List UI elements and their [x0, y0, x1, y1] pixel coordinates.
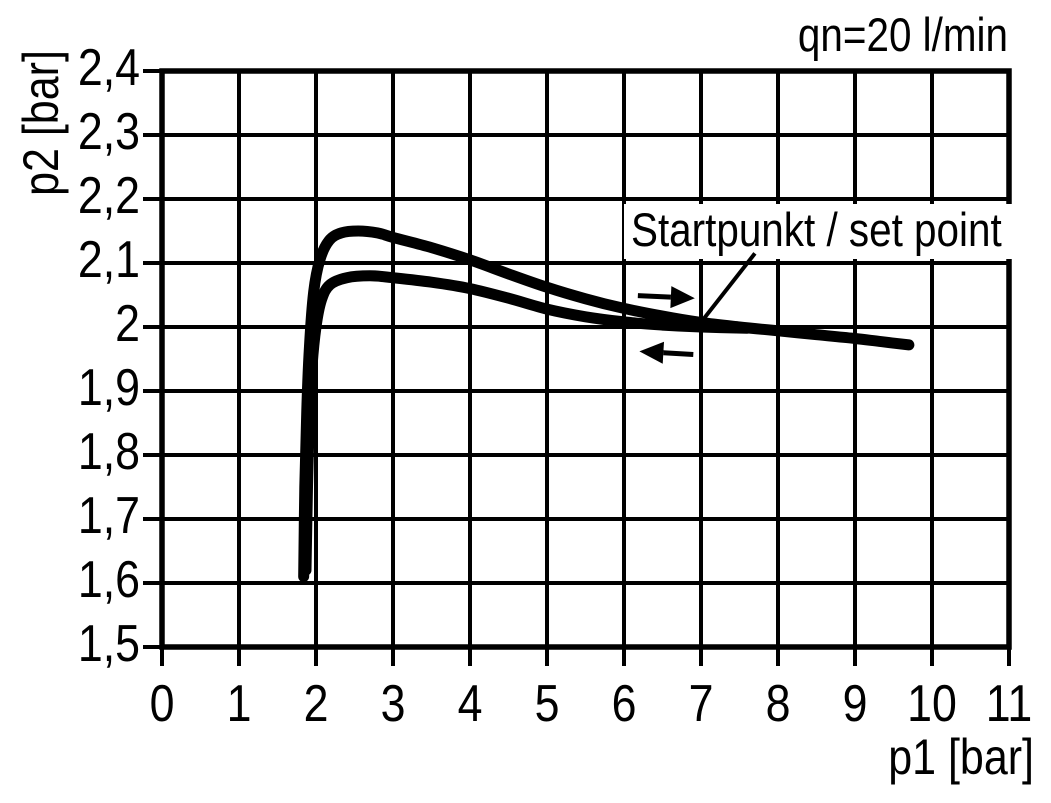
- curve-hysteresis_lower: [300, 270, 753, 576]
- y-tick-label: 1,9: [78, 359, 140, 417]
- annotations: [637, 252, 757, 364]
- flow-rate-annotation: qn=20 l/min: [798, 9, 1008, 62]
- tick-labels: 0 1 2 3 4 5 6 7 8 9 10 111,51,61,71,81,922,12,22,32…: [78, 39, 1032, 733]
- x-tick-label: 2: [304, 675, 329, 733]
- y-tick-label: 1,5: [78, 615, 140, 673]
- x-tick-label: 9: [843, 675, 868, 733]
- x-tick-label: 10: [907, 675, 957, 733]
- x-tick-label: 3: [381, 675, 406, 733]
- arrow-shaft-left: [663, 350, 694, 358]
- x-tick-label: 8: [766, 675, 791, 733]
- y-tick-label: 1,8: [78, 423, 140, 481]
- curves: [298, 225, 915, 583]
- arrow-head-left-icon: [639, 341, 665, 364]
- x-axis-title: p1 [bar]: [888, 729, 1034, 785]
- x-tick-label: 1: [227, 675, 252, 733]
- x-tick-label: 5: [535, 675, 560, 733]
- set-point-label: Startpunkt / set point: [631, 204, 1002, 257]
- x-tick-label: 4: [458, 675, 483, 733]
- curve-hysteresis_upper: [298, 225, 915, 583]
- x-tick-label: 7: [689, 675, 714, 733]
- arrow-shaft-right: [637, 293, 671, 300]
- arrow-head-right-icon: [670, 286, 695, 309]
- y-tick-label: 2,4: [78, 39, 140, 97]
- x-tick-label: 11: [986, 675, 1032, 733]
- plot-border: [159, 68, 1012, 650]
- x-tick-label: 0: [150, 675, 175, 733]
- y-tick-label: 2: [115, 295, 140, 353]
- x-tick-label: 6: [612, 675, 637, 733]
- y-tick-label: 2,1: [78, 231, 140, 289]
- set-point-label-background: [624, 204, 1012, 259]
- grid: [143, 68, 1012, 666]
- set-point-leader-line: [701, 252, 757, 321]
- y-tick-label: 2,2: [78, 167, 140, 225]
- y-tick-label: 2,3: [78, 103, 140, 161]
- y-tick-label: 1,7: [78, 487, 140, 545]
- y-tick-label: 1,6: [78, 551, 140, 609]
- y-axis-title: p2 [bar]: [13, 50, 69, 196]
